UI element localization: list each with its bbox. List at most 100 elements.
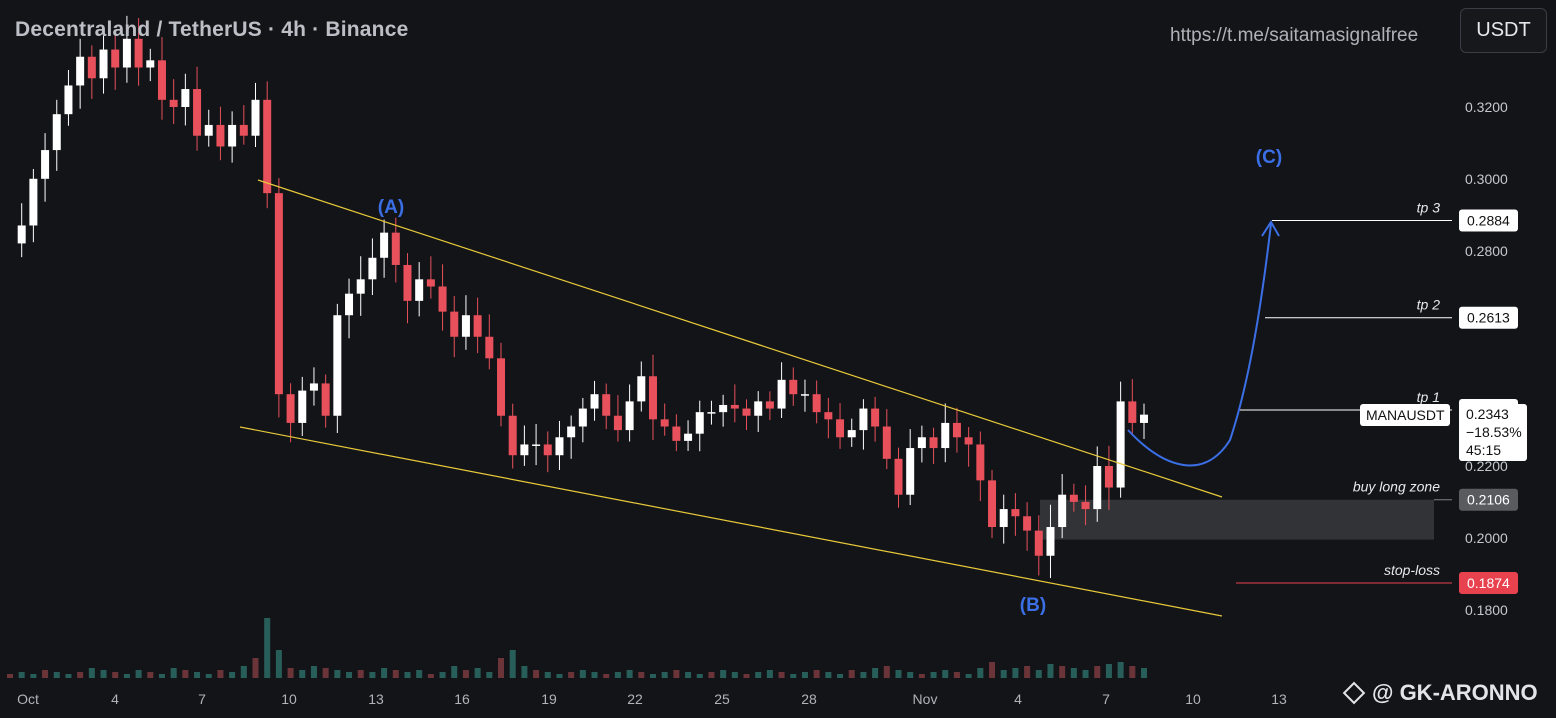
candle-body — [906, 448, 915, 495]
level-name: buy long zone — [1353, 479, 1440, 495]
y-tick-label: 0.1800 — [1465, 602, 1508, 618]
volume-bar — [1012, 668, 1019, 678]
level-name: tp 3 — [1417, 199, 1441, 215]
volume-bar — [252, 658, 259, 678]
buy-zone-box — [1040, 499, 1434, 540]
y-tick-label: 0.3200 — [1465, 99, 1508, 115]
volume-bar — [883, 666, 890, 678]
x-tick-label: 4 — [111, 691, 119, 707]
level-name: tp 1 — [1417, 389, 1440, 405]
volume-bar — [346, 672, 353, 678]
binance-diamond-icon — [1342, 681, 1366, 705]
candle-body — [543, 444, 552, 456]
level-price-box — [1459, 572, 1518, 595]
volume-bar — [322, 668, 329, 678]
volume-bar — [275, 650, 282, 678]
candle-body — [473, 315, 482, 337]
level-name: stop-loss — [1384, 562, 1440, 578]
volume-bar — [1070, 668, 1077, 678]
volume-bar — [895, 670, 902, 678]
candle-body — [672, 426, 681, 441]
volume-bar — [755, 672, 762, 678]
volume-bar — [147, 672, 154, 678]
candle-body — [1046, 527, 1055, 556]
candle-body — [251, 99, 260, 136]
volume-bar — [942, 670, 949, 678]
candle-body — [719, 404, 728, 413]
candle-body — [952, 422, 961, 438]
candle-body — [345, 293, 354, 316]
candle-body — [730, 404, 739, 409]
candle-body — [777, 379, 786, 409]
candle-body — [742, 408, 751, 416]
candle-body — [836, 419, 845, 438]
volume-bar — [474, 668, 481, 678]
candle-body — [309, 383, 318, 391]
candle-body — [41, 150, 50, 179]
candle-body — [532, 444, 541, 446]
volume-bar — [30, 674, 37, 678]
x-tick-label: Nov — [913, 691, 938, 707]
candle-body — [765, 401, 774, 409]
candle-body — [613, 415, 622, 431]
candle-body — [1011, 509, 1020, 517]
candle-body — [999, 509, 1008, 528]
candle-body — [76, 56, 85, 86]
volume-bar — [801, 672, 808, 678]
volume-bar — [170, 668, 177, 678]
volume-bar — [264, 618, 271, 678]
volume-bar — [334, 670, 341, 678]
level-price: 0.2884 — [1467, 212, 1510, 228]
currency-button[interactable]: USDT — [1460, 8, 1547, 53]
x-tick-label: 16 — [454, 691, 470, 707]
x-tick-label: 4 — [1014, 691, 1022, 707]
volume-bar — [7, 674, 13, 678]
x-tick-label: 25 — [714, 691, 730, 707]
last-price-change: −18.53% — [1466, 424, 1522, 440]
telegram-link[interactable]: https://t.me/saitamasignalfree — [1170, 25, 1419, 46]
volume-bar — [1047, 664, 1054, 678]
candle-body — [1140, 414, 1148, 423]
volume-bar — [310, 666, 317, 678]
candle-body — [1023, 516, 1032, 531]
candle-body — [1116, 401, 1125, 488]
candle-body — [181, 89, 190, 107]
candle-body — [625, 401, 634, 431]
volume-bar — [77, 672, 84, 678]
candle-body — [450, 311, 459, 337]
candle-body — [122, 38, 131, 68]
candle-body — [146, 60, 155, 68]
volume-bar — [158, 674, 165, 678]
volume-bar — [918, 674, 925, 678]
candle-body — [684, 433, 693, 441]
candle-body — [111, 49, 120, 68]
level-price-box — [1459, 306, 1518, 329]
volume-bar — [65, 674, 72, 678]
volume-bar — [778, 672, 785, 678]
candle-body — [1104, 466, 1113, 488]
candle-body — [193, 89, 202, 136]
volume-bar — [860, 672, 867, 678]
candle-body — [824, 412, 833, 420]
volume-bar — [88, 668, 95, 678]
candle-body — [1069, 494, 1078, 502]
y-tick-label: 0.3000 — [1465, 171, 1508, 187]
level-name: tp 2 — [1417, 297, 1441, 313]
volume-bar — [135, 670, 142, 678]
volume-bar — [1000, 670, 1007, 678]
volume-bar — [18, 672, 25, 678]
volume-bar — [731, 672, 738, 678]
candle-body — [368, 257, 377, 280]
candle-body — [321, 383, 330, 416]
candle-body — [520, 444, 529, 456]
level-price: 0.1874 — [1467, 575, 1510, 591]
x-tick-label: 10 — [1185, 691, 1201, 707]
volume-bar — [205, 674, 212, 678]
candle-body — [99, 49, 108, 79]
candle-body — [1093, 466, 1102, 510]
volume-bar — [229, 672, 236, 678]
candle-body — [52, 114, 61, 151]
candle-body — [847, 430, 856, 438]
candle-body — [403, 264, 412, 301]
